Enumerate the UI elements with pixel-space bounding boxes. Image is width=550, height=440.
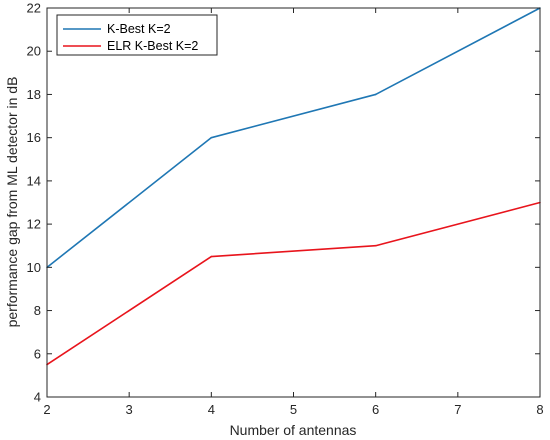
series-line-1 <box>46 201 541 366</box>
series-1-point <box>210 255 213 258</box>
x-tick-label: 4 <box>208 402 215 417</box>
y-tick-label: 16 <box>27 130 41 145</box>
y-tick-label: 6 <box>34 346 41 361</box>
x-tick-label: 2 <box>43 402 50 417</box>
y-tick-label: 10 <box>27 260 41 275</box>
x-axis-title: Number of antennas <box>230 422 357 438</box>
series-0-point <box>210 136 213 139</box>
x-tick-label: 6 <box>372 402 379 417</box>
y-tick-label: 18 <box>27 87 41 102</box>
series-line-0 <box>46 7 541 268</box>
y-tick-label: 4 <box>34 390 41 405</box>
x-tick-label: 7 <box>454 402 461 417</box>
plot-area <box>47 8 540 397</box>
y-tick-label: 12 <box>27 217 41 232</box>
y-tick-label: 20 <box>27 44 41 59</box>
legend-label-elr-k-best: ELR K-Best K=2 <box>107 39 198 53</box>
y-axis-title: performance gap from ML detector in dB <box>4 77 20 328</box>
legend-label-k-best: K-Best K=2 <box>107 22 171 36</box>
y-tick-label: 14 <box>27 173 41 188</box>
series-layer <box>46 7 541 366</box>
x-tick-label: 8 <box>536 402 543 417</box>
y-tick-label: 22 <box>27 1 41 16</box>
x-tick-label: 5 <box>290 402 297 417</box>
y-tick-label: 8 <box>34 303 41 318</box>
legend: K-Best K=2 ELR K-Best K=2 <box>56 14 218 56</box>
ticks-layer: 2 3 4 5 6 7 8 4 6 8 10 12 14 16 18 20 22 <box>27 1 544 418</box>
series-1-point <box>374 244 377 247</box>
legend-box <box>56 14 218 56</box>
series-0-point <box>374 93 377 96</box>
x-tick-label: 3 <box>126 402 133 417</box>
